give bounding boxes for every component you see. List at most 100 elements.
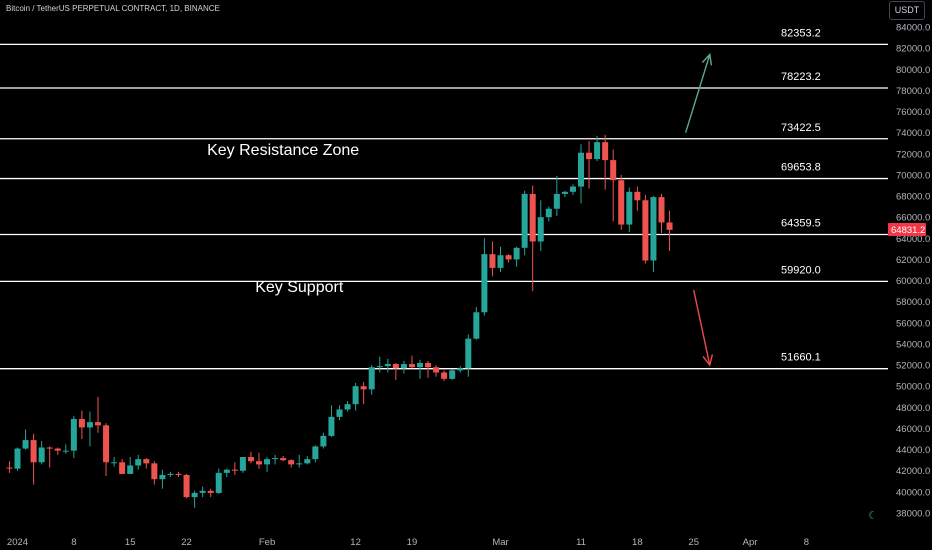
candle-body [247,457,254,462]
candle-body [167,473,174,475]
x-tick-label: 8 [71,537,76,548]
level-label: 51660.1 [781,352,821,364]
candle-down [360,381,367,405]
candle-up [497,246,504,273]
x-tick-label: 11 [576,537,586,548]
candle-down [95,396,101,433]
arrow-head [701,52,713,66]
candle-up [400,360,407,374]
candle-body [642,200,649,261]
x-tick-label: 25 [688,537,699,548]
annotation-text: Key Support [255,279,344,296]
candle-up [553,175,560,217]
candle-body [264,459,271,465]
candle-body [46,447,53,449]
candle-body [457,368,464,371]
candle-down [207,488,214,498]
candle-up [127,457,134,474]
candle-body [618,180,625,225]
y-tick-label: 66000.0 [896,213,930,224]
candle-up [449,369,456,380]
candle-up [215,468,222,494]
candle-body [553,193,560,209]
candle-body [199,490,206,493]
candle-up [537,200,544,251]
level-label: 73422.5 [781,122,821,134]
candle-body [175,473,182,475]
y-axis: 84000.0 82000.0 80000.0 78000.0 76000.0 74000… [888,0,932,550]
candle-body [328,416,335,436]
level-label: 82353.2 [781,27,821,39]
y-tick-label: 78000.0 [896,86,930,97]
candle-body [368,367,375,390]
candle-body [376,366,383,368]
candle-down [489,241,496,277]
candle-down [78,410,85,440]
candles-layer [6,134,673,508]
candle-up [569,184,576,195]
y-tick-label: 58000.0 [896,297,930,308]
y-tick-label: 64000.0 [896,234,930,245]
candle-down [46,446,53,468]
level-label: 69653.8 [781,162,821,174]
y-tick-label: 56000.0 [896,318,930,329]
candle-body [521,193,528,248]
level-label: 59920.0 [781,264,821,276]
moon-icon[interactable]: ☾ [868,510,878,522]
x-tick-label: 2024 [7,537,28,548]
arrow-head [702,354,714,367]
candle-body [207,490,214,493]
candle-body [626,191,633,225]
candle-body [569,186,576,192]
y-tick-label: 54000.0 [896,339,930,350]
candle-body [103,425,110,463]
candle-down [256,452,262,469]
candle-body [400,364,407,369]
currency-button[interactable]: USDT [889,1,925,20]
x-tick-label: 15 [125,537,136,548]
candle-down [143,458,150,469]
candle-body [497,255,504,268]
y-tick-label: 68000.0 [896,192,930,203]
candle-body [183,474,190,498]
y-tick-label: 76000.0 [896,107,930,118]
candle-body [14,448,21,469]
candle-body [610,160,617,181]
candle-body [505,255,512,260]
candle-up [336,405,343,421]
x-tick-label: 12 [350,537,361,548]
y-tick-label: 40000.0 [896,487,930,498]
y-tick-label: 44000.0 [896,445,930,456]
candle-up [578,144,584,204]
candle-down [642,194,649,264]
candle-up [38,441,45,465]
candle-up [22,429,29,450]
candle-body [602,142,609,161]
candle-body [191,492,198,498]
candle-down [441,370,448,381]
candle-down [54,447,61,455]
candle-up [239,457,246,473]
last-price-label: 64831.2 [891,225,925,236]
candle-body [384,364,391,367]
y-tick-label: 48000.0 [896,403,930,414]
trend-arrow-down [693,289,714,367]
candle-body [441,372,448,379]
candle-up [521,190,528,256]
x-tick-label: 22 [181,537,192,548]
arrow-shaft [684,54,711,133]
level-label: 64359.5 [781,218,821,230]
candle-body [408,364,415,368]
y-tick-label: 60000.0 [896,276,930,287]
candle-down [425,360,432,378]
candle-body [296,463,303,465]
candle-body [336,409,343,417]
candle-down [175,471,182,478]
candle-down [586,141,593,189]
candle-body [650,197,657,261]
candle-up [384,358,391,373]
candle-body [95,422,101,426]
candle-up [312,445,319,463]
candle-down [183,473,190,499]
